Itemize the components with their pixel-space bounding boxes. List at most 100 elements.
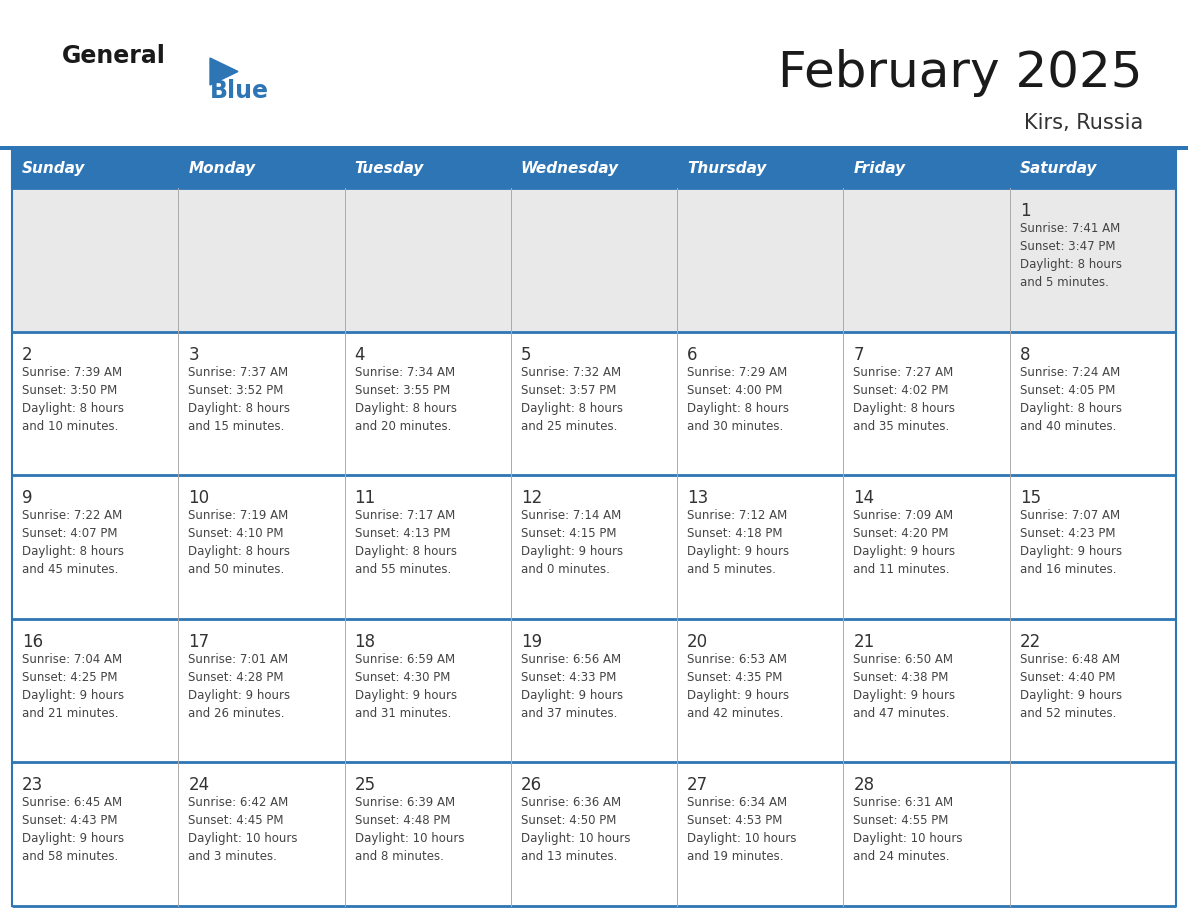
Text: Sunrise: 7:27 AM: Sunrise: 7:27 AM xyxy=(853,365,954,378)
Bar xyxy=(511,150,677,188)
Text: 21: 21 xyxy=(853,633,874,651)
Text: Sunrise: 7:14 AM: Sunrise: 7:14 AM xyxy=(520,509,621,522)
Text: Thursday: Thursday xyxy=(687,162,766,176)
Text: and 45 minutes.: and 45 minutes. xyxy=(23,564,119,577)
Text: General: General xyxy=(62,44,166,68)
Text: Sunrise: 6:34 AM: Sunrise: 6:34 AM xyxy=(687,797,788,810)
Text: Sunrise: 7:01 AM: Sunrise: 7:01 AM xyxy=(188,653,289,666)
Text: Sunset: 4:50 PM: Sunset: 4:50 PM xyxy=(520,814,617,827)
Text: 1: 1 xyxy=(1019,202,1030,220)
Bar xyxy=(178,331,345,476)
Text: 15: 15 xyxy=(1019,489,1041,508)
Bar xyxy=(511,331,677,476)
Text: Daylight: 9 hours: Daylight: 9 hours xyxy=(23,833,124,845)
Text: Sunrise: 7:34 AM: Sunrise: 7:34 AM xyxy=(354,365,455,378)
Text: Sunrise: 7:17 AM: Sunrise: 7:17 AM xyxy=(354,509,455,522)
Text: 3: 3 xyxy=(188,345,198,364)
Text: 18: 18 xyxy=(354,633,375,651)
Text: and 37 minutes.: and 37 minutes. xyxy=(520,707,618,720)
Text: Daylight: 8 hours: Daylight: 8 hours xyxy=(188,545,290,558)
Bar xyxy=(178,188,345,331)
Text: Kirs, Russia: Kirs, Russia xyxy=(1024,113,1143,133)
Bar xyxy=(1010,331,1176,476)
Text: and 8 minutes.: and 8 minutes. xyxy=(354,850,443,864)
Bar xyxy=(511,188,677,331)
Text: February 2025: February 2025 xyxy=(778,49,1143,97)
Text: 25: 25 xyxy=(354,777,375,794)
Text: 4: 4 xyxy=(354,345,365,364)
Text: Sunrise: 7:24 AM: Sunrise: 7:24 AM xyxy=(1019,365,1120,378)
Text: Sunset: 3:52 PM: Sunset: 3:52 PM xyxy=(188,384,284,397)
Text: 8: 8 xyxy=(1019,345,1030,364)
Text: 6: 6 xyxy=(687,345,697,364)
Bar xyxy=(843,763,1010,906)
Text: Sunrise: 7:09 AM: Sunrise: 7:09 AM xyxy=(853,509,954,522)
Text: Sunset: 4:33 PM: Sunset: 4:33 PM xyxy=(520,671,617,684)
Text: 20: 20 xyxy=(687,633,708,651)
Text: Sunset: 4:28 PM: Sunset: 4:28 PM xyxy=(188,671,284,684)
Text: Wednesday: Wednesday xyxy=(520,162,619,176)
Text: Sunset: 3:57 PM: Sunset: 3:57 PM xyxy=(520,384,617,397)
Bar xyxy=(178,619,345,763)
Bar xyxy=(12,188,178,331)
Text: 27: 27 xyxy=(687,777,708,794)
Text: and 11 minutes.: and 11 minutes. xyxy=(853,564,950,577)
Bar xyxy=(12,619,178,763)
Bar xyxy=(12,476,178,619)
Text: Sunset: 4:00 PM: Sunset: 4:00 PM xyxy=(687,384,783,397)
Text: and 21 minutes.: and 21 minutes. xyxy=(23,707,119,720)
Bar xyxy=(12,763,178,906)
Text: 17: 17 xyxy=(188,633,209,651)
Text: Sunrise: 7:32 AM: Sunrise: 7:32 AM xyxy=(520,365,621,378)
Text: Sunset: 4:02 PM: Sunset: 4:02 PM xyxy=(853,384,949,397)
Bar xyxy=(345,188,511,331)
Text: 24: 24 xyxy=(188,777,209,794)
Bar xyxy=(12,331,178,476)
Text: and 24 minutes.: and 24 minutes. xyxy=(853,850,950,864)
Text: Sunset: 4:35 PM: Sunset: 4:35 PM xyxy=(687,671,783,684)
Bar xyxy=(677,619,843,763)
Text: 5: 5 xyxy=(520,345,531,364)
Bar xyxy=(1010,188,1176,331)
Text: Sunrise: 6:45 AM: Sunrise: 6:45 AM xyxy=(23,797,122,810)
Text: 23: 23 xyxy=(23,777,43,794)
Text: Sunrise: 6:56 AM: Sunrise: 6:56 AM xyxy=(520,653,621,666)
Text: Sunset: 4:40 PM: Sunset: 4:40 PM xyxy=(1019,671,1116,684)
Bar xyxy=(345,476,511,619)
Text: Sunset: 4:53 PM: Sunset: 4:53 PM xyxy=(687,814,783,827)
Text: Sunset: 4:07 PM: Sunset: 4:07 PM xyxy=(23,527,118,540)
Bar xyxy=(1010,150,1176,188)
Text: Daylight: 9 hours: Daylight: 9 hours xyxy=(1019,688,1121,701)
Text: Sunrise: 6:39 AM: Sunrise: 6:39 AM xyxy=(354,797,455,810)
Text: and 16 minutes.: and 16 minutes. xyxy=(1019,564,1117,577)
Text: and 13 minutes.: and 13 minutes. xyxy=(520,850,618,864)
Text: Sunrise: 6:53 AM: Sunrise: 6:53 AM xyxy=(687,653,788,666)
Text: Daylight: 9 hours: Daylight: 9 hours xyxy=(188,688,290,701)
Bar xyxy=(0,146,1188,150)
Bar xyxy=(843,150,1010,188)
Text: Sunset: 4:23 PM: Sunset: 4:23 PM xyxy=(1019,527,1116,540)
Bar xyxy=(345,763,511,906)
Text: and 58 minutes.: and 58 minutes. xyxy=(23,850,119,864)
Text: 14: 14 xyxy=(853,489,874,508)
Text: and 42 minutes.: and 42 minutes. xyxy=(687,707,784,720)
Text: Sunrise: 7:37 AM: Sunrise: 7:37 AM xyxy=(188,365,289,378)
Text: and 30 minutes.: and 30 minutes. xyxy=(687,420,783,432)
Text: Daylight: 10 hours: Daylight: 10 hours xyxy=(354,833,465,845)
Bar xyxy=(843,331,1010,476)
Text: Daylight: 9 hours: Daylight: 9 hours xyxy=(853,688,955,701)
Text: and 55 minutes.: and 55 minutes. xyxy=(354,564,450,577)
Text: 7: 7 xyxy=(853,345,864,364)
Bar xyxy=(843,476,1010,619)
Text: 28: 28 xyxy=(853,777,874,794)
Text: Sunrise: 7:07 AM: Sunrise: 7:07 AM xyxy=(1019,509,1120,522)
Text: Sunset: 4:10 PM: Sunset: 4:10 PM xyxy=(188,527,284,540)
Text: Sunrise: 6:42 AM: Sunrise: 6:42 AM xyxy=(188,797,289,810)
Bar xyxy=(677,150,843,188)
Text: Sunrise: 6:50 AM: Sunrise: 6:50 AM xyxy=(853,653,954,666)
Text: Sunset: 3:55 PM: Sunset: 3:55 PM xyxy=(354,384,450,397)
Text: Daylight: 8 hours: Daylight: 8 hours xyxy=(188,401,290,415)
Bar xyxy=(178,476,345,619)
Text: and 40 minutes.: and 40 minutes. xyxy=(1019,420,1116,432)
Text: Daylight: 9 hours: Daylight: 9 hours xyxy=(853,545,955,558)
